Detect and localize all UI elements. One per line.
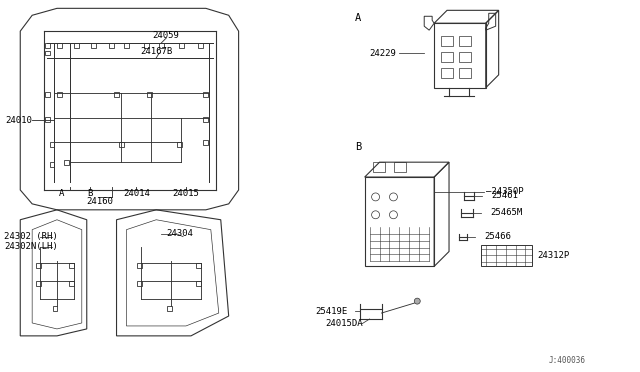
Bar <box>114 92 119 97</box>
Bar <box>159 42 164 48</box>
Text: 24302 (RH): 24302 (RH) <box>4 232 58 241</box>
Bar <box>74 42 79 48</box>
Text: 24015DA: 24015DA <box>325 320 363 328</box>
Text: —24350P: —24350P <box>486 187 524 196</box>
Bar <box>137 281 142 286</box>
Bar <box>124 42 129 48</box>
Bar <box>36 281 40 286</box>
Bar <box>459 52 471 62</box>
Bar <box>109 42 114 48</box>
Text: A: A <box>355 13 361 23</box>
Bar <box>58 92 63 97</box>
Bar <box>441 52 453 62</box>
Text: 25465M: 25465M <box>491 208 523 217</box>
Bar <box>147 92 152 97</box>
Bar <box>441 68 453 78</box>
Bar <box>137 263 142 268</box>
Bar <box>204 117 209 122</box>
Bar <box>481 244 532 266</box>
Text: 24167B: 24167B <box>140 46 172 55</box>
Bar <box>65 160 69 165</box>
Bar <box>204 140 209 145</box>
Bar <box>144 42 148 48</box>
Bar <box>177 142 182 147</box>
Bar <box>372 162 385 172</box>
Bar <box>198 42 204 48</box>
Text: B: B <box>87 189 92 198</box>
Bar <box>45 117 49 122</box>
Bar <box>69 263 74 268</box>
Text: 24010: 24010 <box>5 116 32 125</box>
Bar <box>459 68 471 78</box>
Bar <box>166 306 172 311</box>
Circle shape <box>414 298 420 304</box>
Text: 24302N(LH): 24302N(LH) <box>4 242 58 251</box>
Bar <box>196 281 202 286</box>
Bar <box>45 51 49 55</box>
Text: 25419E: 25419E <box>315 307 348 315</box>
Bar <box>441 36 453 46</box>
Text: 25461: 25461 <box>492 192 518 201</box>
Bar <box>49 142 54 147</box>
Text: B: B <box>355 142 361 152</box>
Text: 24059: 24059 <box>153 31 180 40</box>
Bar <box>204 92 209 97</box>
Text: J:400036: J:400036 <box>549 356 586 365</box>
Text: 24229: 24229 <box>369 48 396 58</box>
Bar <box>58 42 63 48</box>
Bar <box>119 142 124 147</box>
Bar <box>459 36 471 46</box>
Text: 24304: 24304 <box>166 229 193 238</box>
Text: 24015: 24015 <box>173 189 200 198</box>
Bar <box>69 281 74 286</box>
Bar <box>49 162 54 167</box>
Bar <box>52 306 58 311</box>
Text: 24160: 24160 <box>86 198 113 206</box>
Bar <box>394 162 406 172</box>
Bar <box>45 42 49 48</box>
Bar <box>45 92 49 97</box>
Bar <box>92 42 96 48</box>
Text: 24014: 24014 <box>123 189 150 198</box>
Text: 25466: 25466 <box>484 232 511 241</box>
Text: A: A <box>60 189 65 198</box>
Bar <box>196 263 202 268</box>
Text: 24312P: 24312P <box>538 251 570 260</box>
Bar <box>36 263 40 268</box>
Bar <box>179 42 184 48</box>
